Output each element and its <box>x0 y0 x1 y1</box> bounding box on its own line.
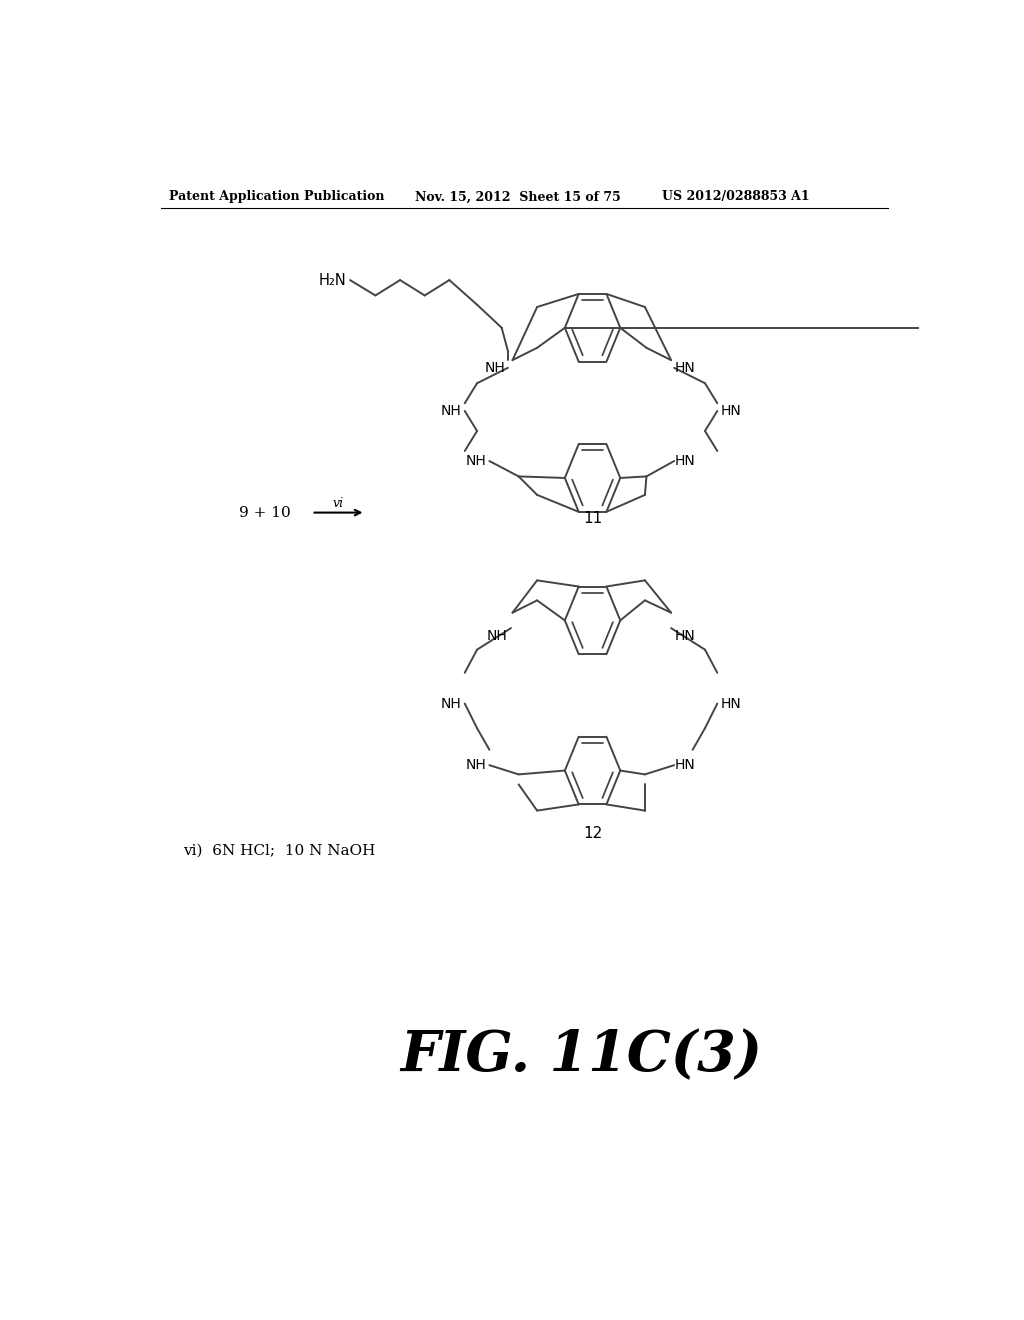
Text: H₂N: H₂N <box>318 272 346 288</box>
Text: HN: HN <box>674 628 695 643</box>
Text: HN: HN <box>674 758 695 772</box>
Text: NH: NH <box>484 360 506 375</box>
Text: HN: HN <box>720 697 741 710</box>
Text: 11: 11 <box>583 511 602 527</box>
Text: HN: HN <box>674 360 695 375</box>
Text: NH: NH <box>441 697 462 710</box>
Text: vi: vi <box>333 496 344 510</box>
Text: NH: NH <box>487 628 508 643</box>
Text: NH: NH <box>441 404 462 418</box>
Text: HN: HN <box>674 454 695 469</box>
Text: NH: NH <box>466 454 486 469</box>
Text: Patent Application Publication: Patent Application Publication <box>169 190 385 203</box>
Text: FIG. 11C(3): FIG. 11C(3) <box>400 1028 762 1082</box>
Text: NH: NH <box>466 758 486 772</box>
Text: 12: 12 <box>583 826 602 841</box>
Text: vi)  6N HCl;  10 N NaOH: vi) 6N HCl; 10 N NaOH <box>183 843 375 858</box>
Text: 9 + 10: 9 + 10 <box>240 506 291 520</box>
Text: HN: HN <box>720 404 741 418</box>
Text: US 2012/0288853 A1: US 2012/0288853 A1 <box>662 190 810 203</box>
Text: Nov. 15, 2012  Sheet 15 of 75: Nov. 15, 2012 Sheet 15 of 75 <box>416 190 622 203</box>
